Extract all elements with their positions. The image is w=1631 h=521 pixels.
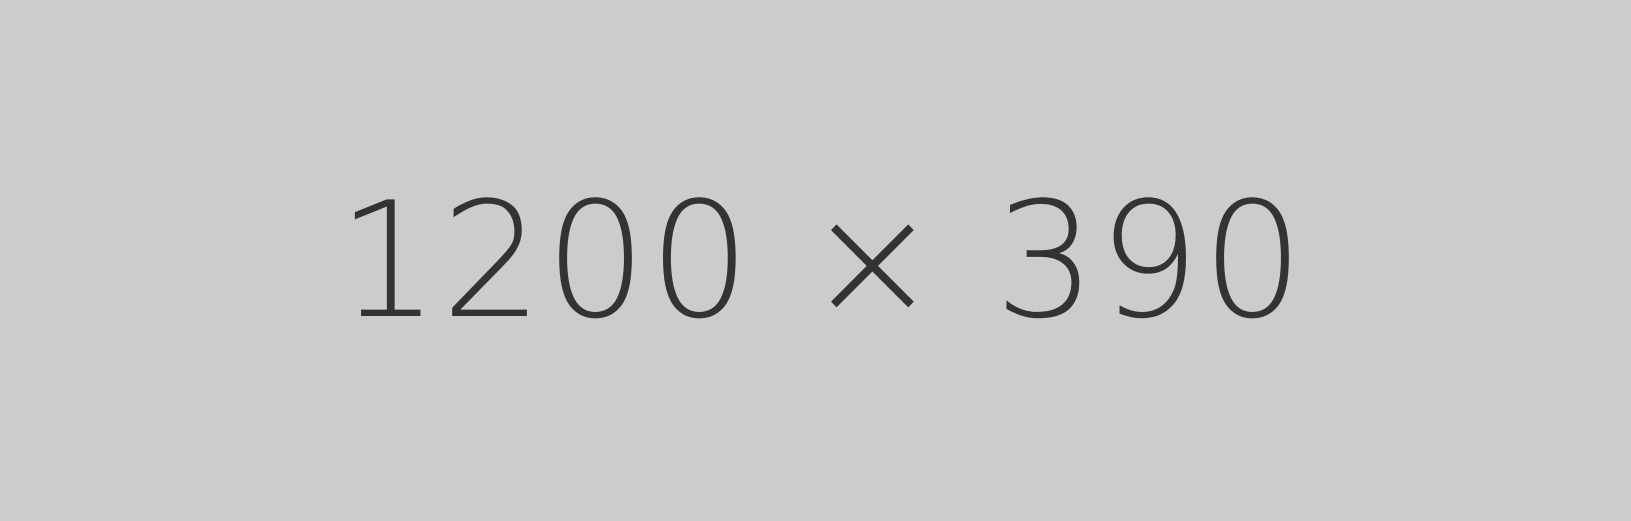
- placeholder-dimensions-label: 1200 × 390: [337, 166, 1306, 354]
